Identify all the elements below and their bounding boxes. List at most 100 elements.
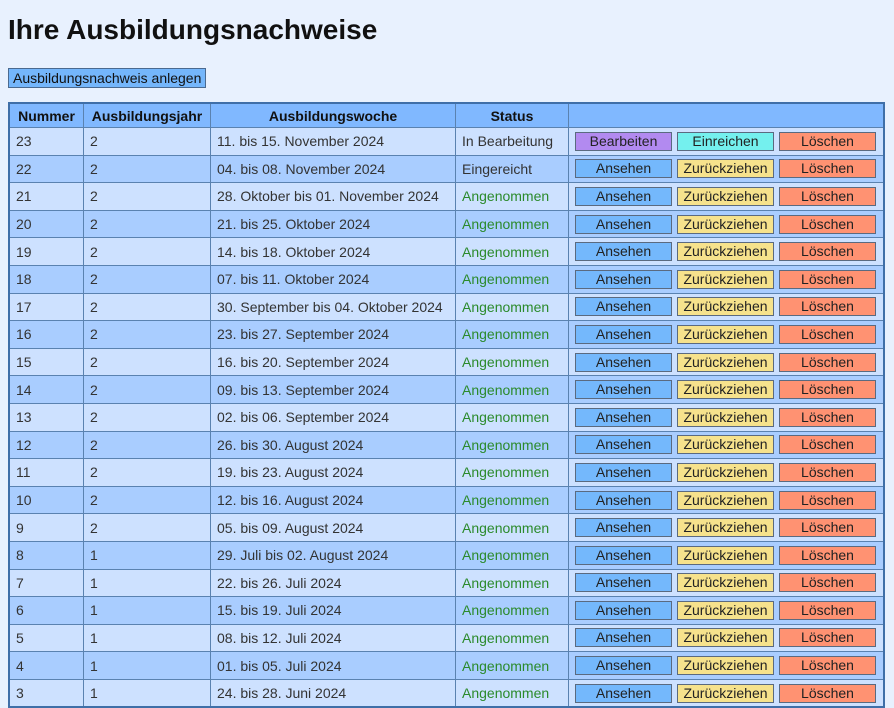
cell-ausbildungsjahr: 2 [83, 154, 211, 184]
zurueckziehen-button[interactable]: Zurückziehen [677, 297, 774, 317]
loeschen-button[interactable]: Löschen [779, 573, 876, 593]
zurueckziehen-button[interactable]: Zurückziehen [677, 490, 774, 510]
ansehen-button[interactable]: Ansehen [575, 352, 672, 372]
loeschen-button[interactable]: Löschen [779, 242, 876, 262]
zurueckziehen-button[interactable]: Zurückziehen [677, 573, 774, 593]
zurueckziehen-button[interactable]: Zurückziehen [677, 159, 774, 179]
cell-ausbildungswoche: 12. bis 16. August 2024 [210, 485, 456, 515]
zurueckziehen-button[interactable]: Zurückziehen [677, 352, 774, 372]
zurueckziehen-button[interactable]: Zurückziehen [677, 242, 774, 262]
cell-actions: Ansehen Zurückziehen Löschen [568, 154, 885, 184]
ansehen-button[interactable]: Ansehen [575, 324, 672, 344]
zurueckziehen-button[interactable]: Zurückziehen [677, 269, 774, 289]
cell-status: Angenommen [455, 596, 569, 625]
loeschen-button[interactable]: Löschen [779, 683, 876, 703]
zurueckziehen-button[interactable]: Zurückziehen [677, 435, 774, 455]
ansehen-button[interactable]: Ansehen [575, 462, 672, 482]
ansehen-button[interactable]: Ansehen [575, 545, 672, 565]
loeschen-button[interactable]: Löschen [779, 628, 876, 648]
column-header-status: Status [455, 102, 569, 128]
cell-actions: Ansehen Zurückziehen Löschen [568, 237, 885, 266]
cell-nummer: 18 [8, 264, 84, 294]
cell-ausbildungsjahr: 2 [83, 485, 211, 515]
loeschen-button[interactable]: Löschen [779, 297, 876, 317]
ansehen-button[interactable]: Ansehen [575, 407, 672, 427]
ansehen-button[interactable]: Ansehen [575, 186, 672, 206]
ansehen-button[interactable]: Ansehen [575, 269, 672, 289]
cell-actions: Ansehen Zurückziehen Löschen [568, 347, 885, 377]
zurueckziehen-button[interactable]: Zurückziehen [677, 600, 774, 620]
cell-ausbildungswoche: 29. Juli bis 02. August 2024 [210, 540, 456, 570]
loeschen-button[interactable]: Löschen [779, 159, 876, 179]
cell-nummer: 14 [8, 375, 84, 404]
cell-status: Angenommen [455, 485, 569, 515]
cell-ausbildungsjahr: 2 [83, 209, 211, 239]
cell-actions: Ansehen Zurückziehen Löschen [568, 182, 885, 211]
table-row: 17 2 30. September bis 04. Oktober 2024 Ang… [8, 292, 885, 322]
loeschen-button[interactable]: Löschen [779, 131, 876, 151]
zurueckziehen-button[interactable]: Zurückziehen [677, 683, 774, 703]
cell-nummer: 5 [8, 623, 84, 653]
loeschen-button[interactable]: Löschen [779, 435, 876, 455]
cell-nummer: 16 [8, 320, 84, 349]
table-row: 4 1 01. bis 05. Juli 2024 Angenommen Ansehen… [8, 651, 885, 680]
loeschen-button[interactable]: Löschen [779, 352, 876, 372]
create-report-button[interactable]: Ausbildungsnachweis anlegen [8, 68, 207, 88]
zurueckziehen-button[interactable]: Zurückziehen [677, 462, 774, 482]
ansehen-button[interactable]: Ansehen [575, 628, 672, 648]
cell-status: Angenommen [455, 540, 569, 570]
cell-nummer: 7 [8, 568, 84, 598]
cell-ausbildungswoche: 16. bis 20. September 2024 [210, 347, 456, 377]
ansehen-button[interactable]: Ansehen [575, 573, 672, 593]
loeschen-button[interactable]: Löschen [779, 656, 876, 676]
ansehen-button[interactable]: Ansehen [575, 159, 672, 179]
loeschen-button[interactable]: Löschen [779, 490, 876, 510]
loeschen-button[interactable]: Löschen [779, 380, 876, 400]
loeschen-button[interactable]: Löschen [779, 545, 876, 565]
loeschen-button[interactable]: Löschen [779, 462, 876, 482]
zurueckziehen-button[interactable]: Zurückziehen [677, 628, 774, 648]
ansehen-button[interactable]: Ansehen [575, 656, 672, 676]
einreichen-button[interactable]: Einreichen [677, 131, 774, 151]
cell-ausbildungswoche: 24. bis 28. Juni 2024 [210, 678, 456, 708]
ansehen-button[interactable]: Ansehen [575, 490, 672, 510]
zurueckziehen-button[interactable]: Zurückziehen [677, 380, 774, 400]
zurueckziehen-button[interactable]: Zurückziehen [677, 324, 774, 344]
cell-ausbildungsjahr: 2 [83, 320, 211, 349]
loeschen-button[interactable]: Löschen [779, 518, 876, 538]
ansehen-button[interactable]: Ansehen [575, 214, 672, 234]
ansehen-button[interactable]: Ansehen [575, 683, 672, 703]
zurueckziehen-button[interactable]: Zurückziehen [677, 518, 774, 538]
cell-ausbildungsjahr: 1 [83, 623, 211, 653]
loeschen-button[interactable]: Löschen [779, 407, 876, 427]
ansehen-button[interactable]: Ansehen [575, 380, 672, 400]
ansehen-button[interactable]: Ansehen [575, 297, 672, 317]
cell-nummer: 9 [8, 513, 84, 542]
ansehen-button[interactable]: Ansehen [575, 242, 672, 262]
loeschen-button[interactable]: Löschen [779, 186, 876, 206]
table-row: 11 2 19. bis 23. August 2024 Angenommen Anse… [8, 458, 885, 487]
cell-ausbildungswoche: 05. bis 09. August 2024 [210, 513, 456, 542]
zurueckziehen-button[interactable]: Zurückziehen [677, 545, 774, 565]
table-row: 22 2 04. bis 08. November 2024 Eingereicht A… [8, 154, 885, 184]
zurueckziehen-button[interactable]: Zurückziehen [677, 186, 774, 206]
loeschen-button[interactable]: Löschen [779, 324, 876, 344]
zurueckziehen-button[interactable]: Zurückziehen [677, 407, 774, 427]
loeschen-button[interactable]: Löschen [779, 269, 876, 289]
cell-actions: Ansehen Zurückziehen Löschen [568, 596, 885, 625]
ansehen-button[interactable]: Ansehen [575, 600, 672, 620]
cell-actions: Ansehen Zurückziehen Löschen [568, 485, 885, 515]
loeschen-button[interactable]: Löschen [779, 600, 876, 620]
bearbeiten-button[interactable]: Bearbeiten [575, 131, 672, 151]
cell-nummer: 21 [8, 182, 84, 211]
page-title: Ihre Ausbildungsnachweise [8, 14, 378, 45]
cell-actions: Ansehen Zurückziehen Löschen [568, 458, 885, 487]
ansehen-button[interactable]: Ansehen [575, 518, 672, 538]
loeschen-button[interactable]: Löschen [779, 214, 876, 234]
ansehen-button[interactable]: Ansehen [575, 435, 672, 455]
cell-status: Angenommen [455, 513, 569, 542]
cell-ausbildungsjahr: 1 [83, 678, 211, 708]
cell-actions: Ansehen Zurückziehen Löschen [568, 209, 885, 239]
zurueckziehen-button[interactable]: Zurückziehen [677, 656, 774, 676]
zurueckziehen-button[interactable]: Zurückziehen [677, 214, 774, 234]
